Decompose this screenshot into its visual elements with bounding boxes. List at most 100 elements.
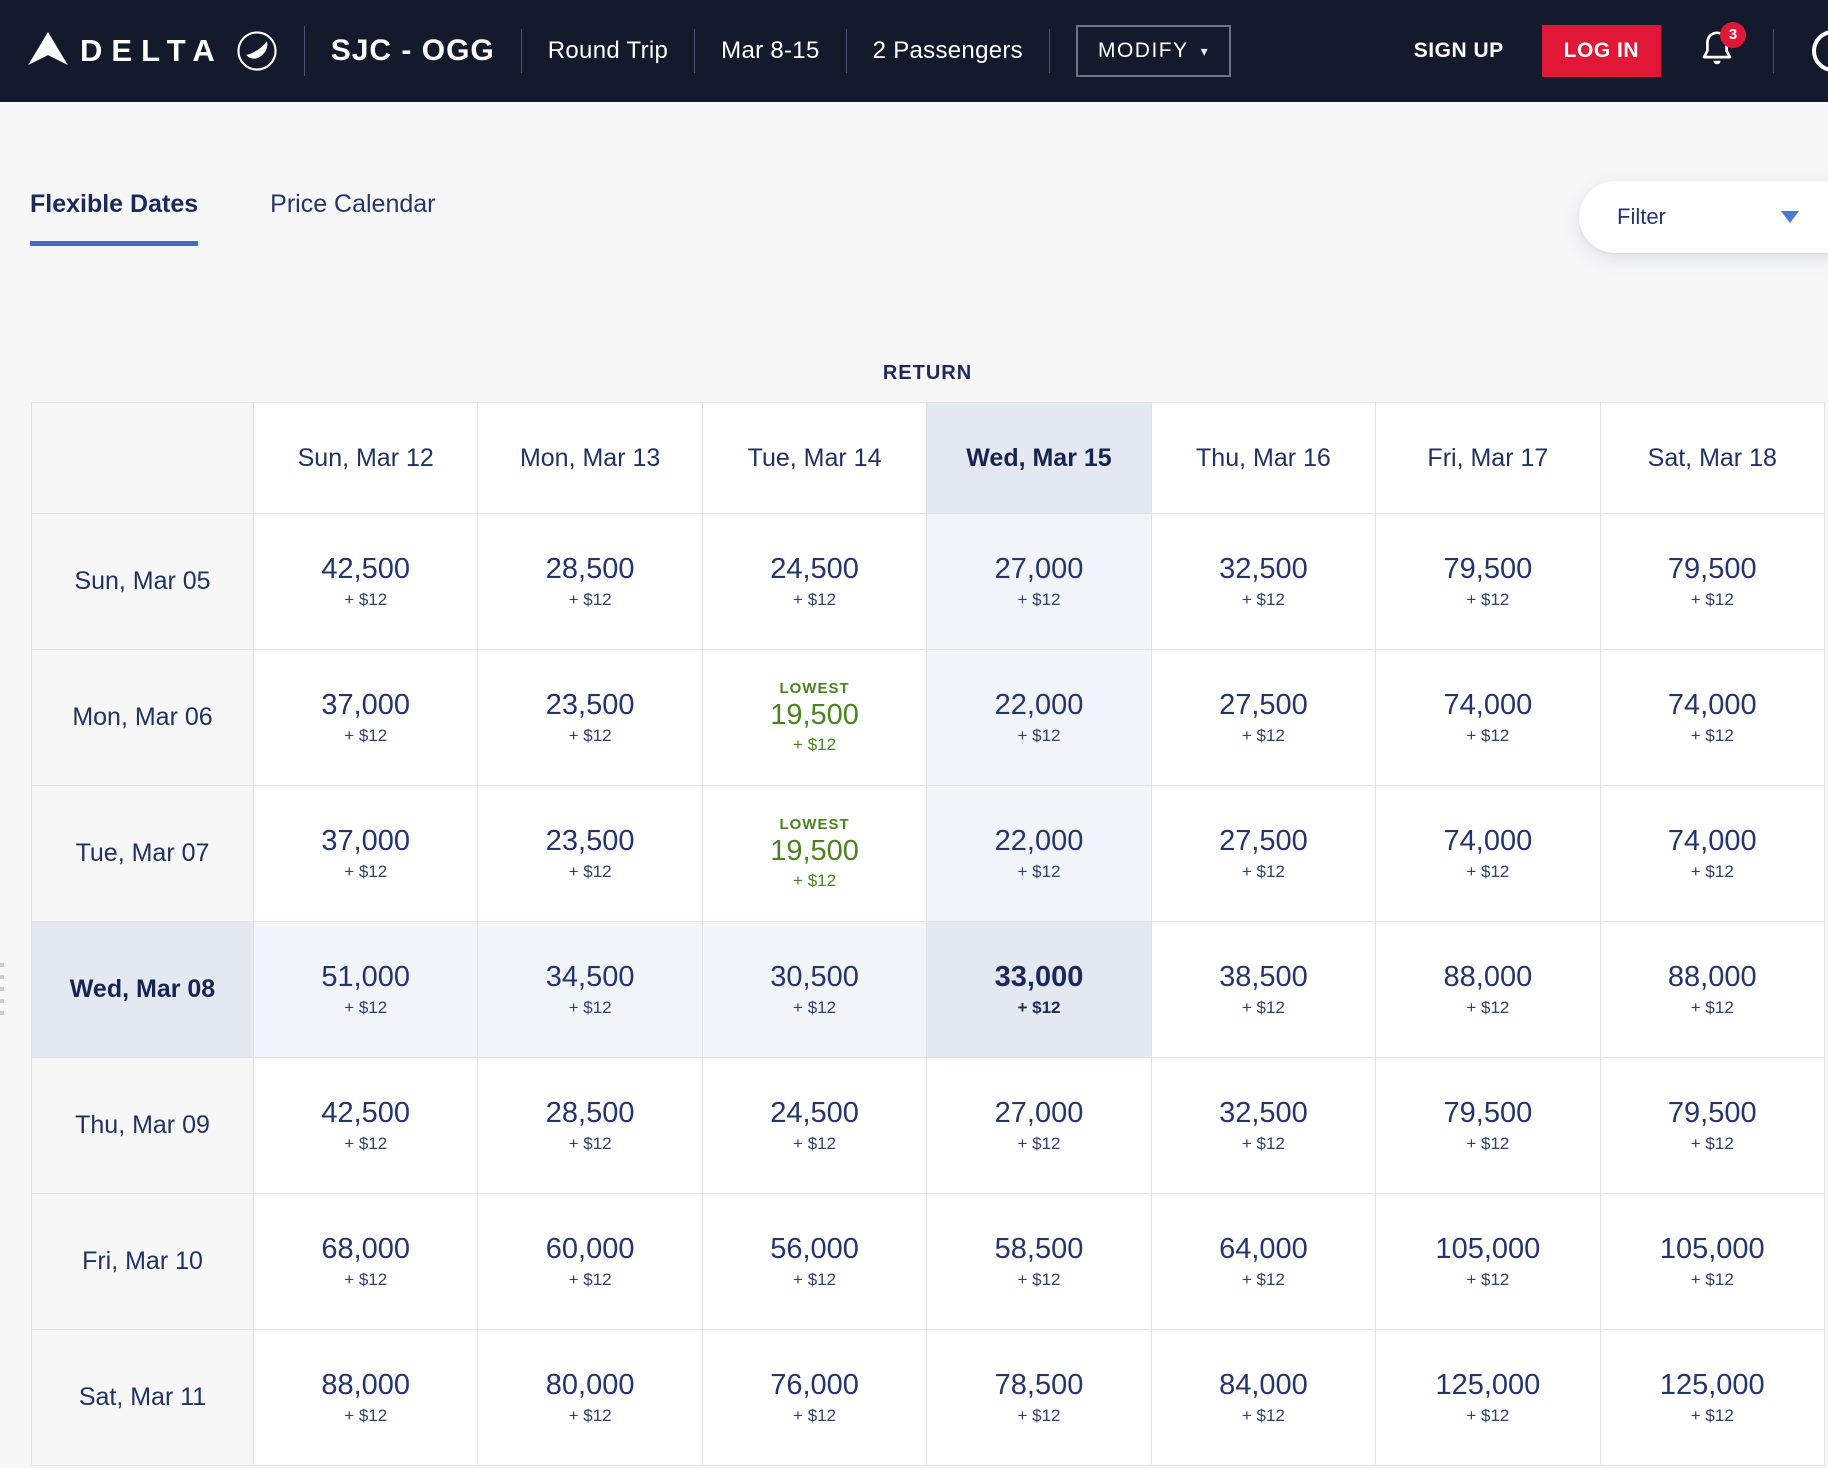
award-cell[interactable]: 125,000 + $12	[1376, 1330, 1601, 1466]
modify-search-button[interactable]: MODIFY ▾	[1075, 25, 1232, 77]
miles-value: 22,000	[994, 825, 1084, 858]
delta-logo[interactable]: DELTA	[28, 30, 278, 72]
award-cell[interactable]: 79,500 + $12	[1600, 514, 1825, 650]
taxes-fees-value: + $12	[1017, 725, 1061, 745]
award-cell[interactable]: 80,000 + $12	[478, 1330, 703, 1466]
award-cell[interactable]: 42,500 + $12	[254, 1058, 479, 1194]
award-cell[interactable]: 22,000 + $12	[927, 650, 1152, 786]
taxes-fees-value: + $12	[793, 1269, 837, 1289]
search-icon[interactable]	[1812, 30, 1828, 72]
award-cell[interactable]: 28,500 + $12	[478, 514, 703, 650]
award-cell[interactable]: 23,500 + $12	[478, 650, 703, 786]
miles-value: 24,500	[770, 1097, 859, 1130]
miles-value: 78,500	[994, 1369, 1084, 1402]
lowest-fare-badge: LOWEST	[779, 679, 850, 697]
taxes-fees-value: + $12	[1466, 861, 1510, 881]
award-cell[interactable]: 33,000 + $12	[927, 922, 1152, 1058]
return-date-header: Wed, Mar 15	[927, 403, 1152, 514]
award-cell[interactable]: 78,500 + $12	[927, 1330, 1152, 1466]
filter-dropdown[interactable]: Filter	[1579, 181, 1828, 253]
miles-value: 27,500	[1219, 689, 1308, 722]
award-cell[interactable]: 79,500 + $12	[1600, 1058, 1825, 1194]
taxes-fees-value: + $12	[568, 997, 612, 1017]
award-cell[interactable]: 27,000 + $12	[927, 514, 1152, 650]
miles-value: 125,000	[1659, 1369, 1765, 1402]
award-cell[interactable]: 79,500 + $12	[1376, 514, 1601, 650]
modify-label: MODIFY	[1097, 39, 1189, 62]
return-date-header: Fri, Mar 17	[1376, 403, 1601, 514]
miles-value: 34,500	[545, 961, 635, 994]
award-cell[interactable]: 51,000 + $12	[254, 922, 479, 1058]
award-cell[interactable]: 23,500 + $12	[478, 786, 703, 922]
filter-label: Filter	[1617, 204, 1666, 229]
award-cell[interactable]: 28,500 + $12	[478, 1058, 703, 1194]
miles-value: 58,500	[994, 1233, 1084, 1266]
miles-value: 42,500	[321, 553, 411, 586]
return-date-header: Mon, Mar 13	[478, 403, 703, 514]
taxes-fees-value: + $12	[793, 1405, 837, 1425]
tab-price-calendar[interactable]: Price Calendar	[270, 190, 436, 218]
depart-date-header: Fri, Mar 10	[32, 1194, 254, 1330]
award-cell[interactable]: 58,500 + $12	[927, 1194, 1152, 1330]
miles-value: 68,000	[321, 1233, 411, 1266]
award-cell[interactable]: 84,000 + $12	[1151, 1330, 1377, 1466]
tab-flexible-dates[interactable]: Flexible Dates	[30, 190, 199, 246]
award-cell[interactable]: 30,500 + $12	[702, 922, 928, 1058]
log-in-button[interactable]: LOG IN	[1541, 25, 1661, 77]
award-cell[interactable]: 32,500 + $12	[1151, 1058, 1377, 1194]
award-cell[interactable]: 74,000 + $12	[1600, 786, 1825, 922]
award-cell[interactable]: 64,000 + $12	[1151, 1194, 1377, 1330]
award-cell[interactable]: 74,000 + $12	[1600, 650, 1825, 786]
top-navbar: DELTA SJC - OGG Round Trip Mar 8-15 2 Pa…	[0, 0, 1828, 102]
award-cell[interactable]: 125,000 + $12	[1600, 1330, 1825, 1466]
passenger-count: 2 Passengers	[872, 37, 1023, 64]
miles-value: 19,500	[770, 834, 859, 867]
miles-value: 51,000	[321, 961, 411, 994]
route-summary: SJC - OGG	[330, 34, 495, 67]
award-cell[interactable]: 56,000 + $12	[702, 1194, 928, 1330]
award-cell[interactable]: 88,000 + $12	[254, 1330, 479, 1466]
miles-value: 80,000	[545, 1369, 635, 1402]
miles-value: 56,000	[770, 1233, 859, 1266]
taxes-fees-value: + $12	[1466, 589, 1510, 609]
award-cell[interactable]: 24,500 + $12	[702, 1058, 928, 1194]
award-cell[interactable]: 68,000 + $12	[254, 1194, 479, 1330]
taxes-fees-value: + $12	[793, 589, 837, 609]
award-cell[interactable]: 37,000 + $12	[254, 650, 479, 786]
award-cell[interactable]: 32,500 + $12	[1151, 514, 1377, 650]
award-cell[interactable]: 105,000 + $12	[1376, 1194, 1601, 1330]
notifications-button[interactable]: 3	[1699, 21, 1746, 74]
award-cell[interactable]: 38,500 + $12	[1151, 922, 1377, 1058]
award-cell[interactable]: 34,500 + $12	[478, 922, 703, 1058]
award-cell[interactable]: 27,500 + $12	[1151, 650, 1377, 786]
award-cell[interactable]: 105,000 + $12	[1600, 1194, 1825, 1330]
award-cell[interactable]: 88,000 + $12	[1376, 922, 1601, 1058]
award-cell[interactable]: 79,500 + $12	[1376, 1058, 1601, 1194]
miles-value: 28,500	[545, 553, 635, 586]
miles-value: 88,000	[1443, 961, 1533, 994]
award-cell[interactable]: 76,000 + $12	[702, 1330, 928, 1466]
award-cell[interactable]: 24,500 + $12	[702, 514, 928, 650]
miles-value: 74,000	[1667, 689, 1757, 722]
taxes-fees-value: + $12	[344, 725, 388, 745]
lowest-fare-badge: LOWEST	[779, 815, 850, 833]
award-cell[interactable]: LOWEST 19,500 + $12	[702, 650, 928, 786]
miles-value: 105,000	[1435, 1233, 1541, 1266]
award-cell[interactable]: 88,000 + $12	[1600, 922, 1825, 1058]
taxes-fees-value: + $12	[1241, 1405, 1285, 1425]
taxes-fees-value: + $12	[568, 1269, 612, 1289]
award-cell[interactable]: 74,000 + $12	[1376, 650, 1601, 786]
miles-value: 24,500	[770, 553, 859, 586]
award-cell[interactable]: 60,000 + $12	[478, 1194, 703, 1330]
award-cell[interactable]: 27,500 + $12	[1151, 786, 1377, 922]
taxes-fees-value: + $12	[1241, 725, 1285, 745]
award-cell[interactable]: 42,500 + $12	[254, 514, 479, 650]
award-cell[interactable]: 27,000 + $12	[927, 1058, 1152, 1194]
taxes-fees-value: + $12	[793, 997, 837, 1017]
miles-value: 27,000	[994, 553, 1084, 586]
award-cell[interactable]: LOWEST 19,500 + $12	[702, 786, 928, 922]
sign-up-link[interactable]: SIGN UP	[1413, 39, 1504, 62]
award-cell[interactable]: 22,000 + $12	[927, 786, 1152, 922]
award-cell[interactable]: 74,000 + $12	[1376, 786, 1601, 922]
award-cell[interactable]: 37,000 + $12	[254, 786, 479, 922]
